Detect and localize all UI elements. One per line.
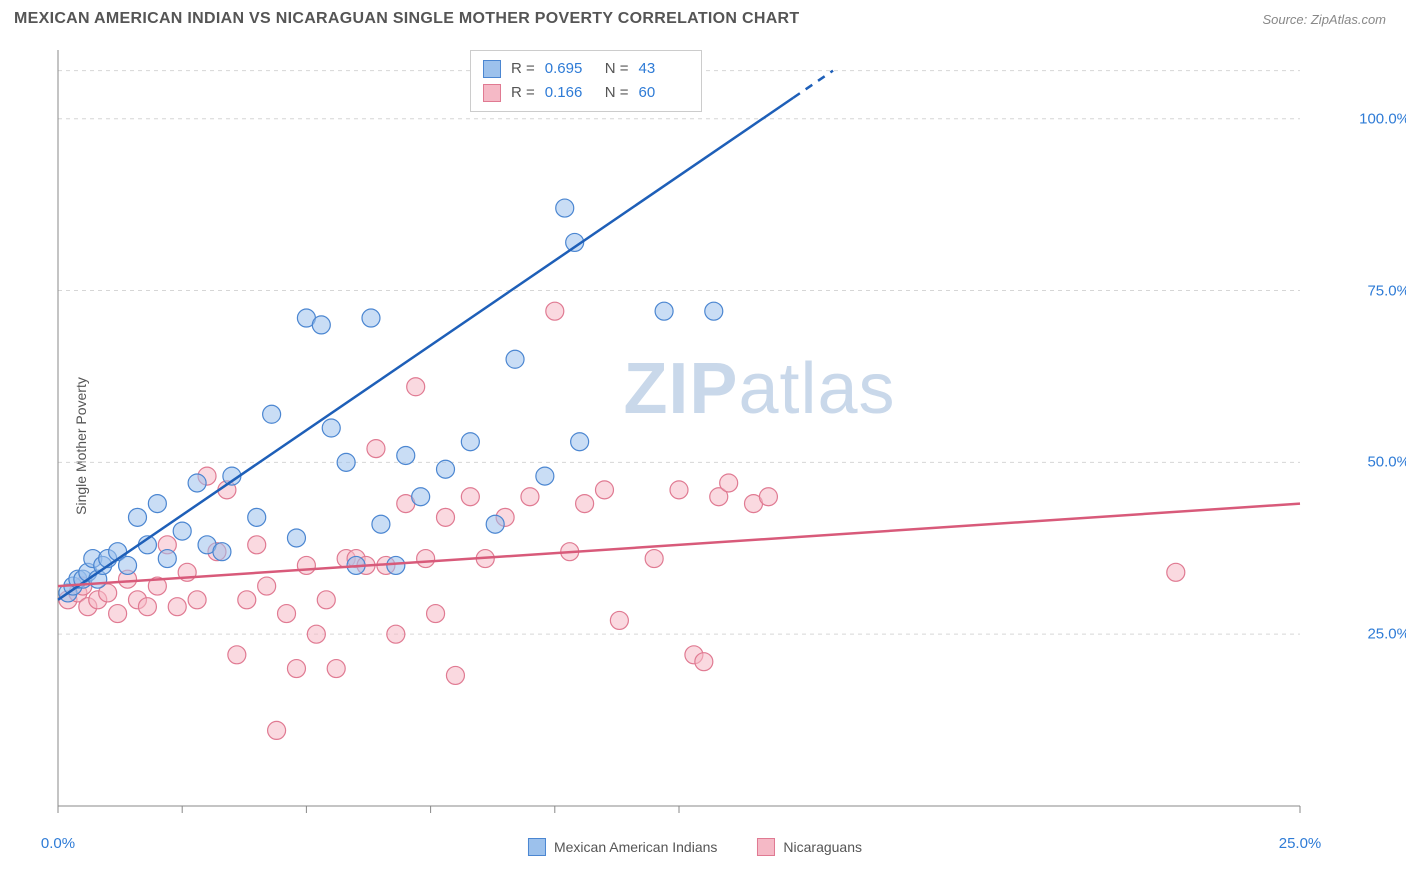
legend-swatch: [483, 60, 501, 78]
title-bar: MEXICAN AMERICAN INDIAN VS NICARAGUAN SI…: [0, 0, 1406, 34]
legend-swatch: [483, 84, 501, 102]
y-tick-label: 100.0%: [1359, 110, 1406, 127]
n-value: 43: [639, 57, 689, 81]
n-label: N =: [605, 81, 629, 105]
legend-swatch: [528, 838, 546, 856]
correlation-row: R = 0.695 N = 43: [483, 57, 689, 81]
y-tick-label: 25.0%: [1367, 626, 1406, 643]
n-value: 60: [639, 81, 689, 105]
r-value: 0.695: [545, 57, 595, 81]
correlation-row: R = 0.166 N = 60: [483, 81, 689, 105]
chart-area: ZIPatlas R = 0.695 N = 43 R = 0.166 N = …: [50, 46, 1340, 826]
r-value: 0.166: [545, 81, 595, 105]
n-label: N =: [605, 57, 629, 81]
scatter-plot: [50, 46, 1340, 826]
bottom-legend: Mexican American Indians Nicaraguans: [528, 838, 862, 856]
x-tick-label: 0.0%: [41, 835, 75, 852]
y-tick-label: 75.0%: [1367, 282, 1406, 299]
r-label: R =: [511, 57, 535, 81]
legend-item: Nicaraguans: [757, 838, 862, 856]
legend-label: Nicaraguans: [783, 839, 862, 855]
legend-swatch: [757, 838, 775, 856]
legend-label: Mexican American Indians: [554, 839, 717, 855]
legend-item: Mexican American Indians: [528, 838, 717, 856]
chart-title: MEXICAN AMERICAN INDIAN VS NICARAGUAN SI…: [14, 10, 800, 28]
correlation-legend: R = 0.695 N = 43 R = 0.166 N = 60: [470, 50, 702, 112]
source-label: Source: ZipAtlas.com: [1262, 12, 1386, 27]
x-tick-label: 25.0%: [1279, 835, 1322, 852]
y-tick-label: 50.0%: [1367, 454, 1406, 471]
r-label: R =: [511, 81, 535, 105]
